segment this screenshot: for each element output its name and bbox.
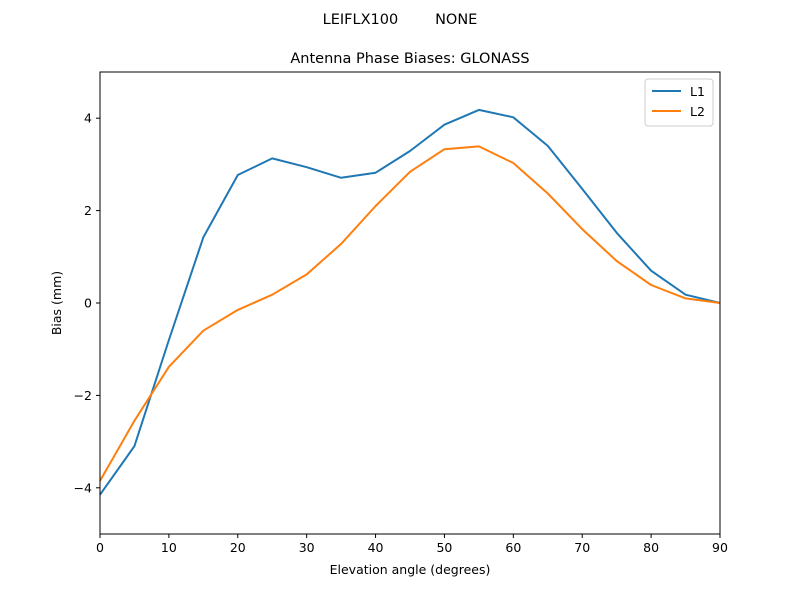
- y-tick-label-2: 2: [84, 203, 92, 218]
- x-tick-label-10: 10: [161, 540, 177, 555]
- x-tick-label-90: 90: [712, 540, 728, 555]
- x-tick-label-40: 40: [368, 540, 384, 555]
- legend: L1 L2: [644, 78, 714, 127]
- x-tick-label-0: 0: [96, 540, 104, 555]
- x-tick-label-70: 70: [574, 540, 590, 555]
- plot-area: 0 10 20 30 40 50 60 70 80 90 −4 −2 0 2 4: [74, 71, 728, 555]
- legend-label-l1: L1: [690, 84, 705, 99]
- y-axis-label: Bias (mm): [49, 271, 64, 335]
- x-axis-ticks: 0 10 20 30 40 50 60 70 80 90: [96, 534, 728, 555]
- y-tick-label-4: 4: [84, 111, 92, 126]
- chart-suptitle: LEIFLX100 NONE: [323, 12, 478, 28]
- series-line-l1: [99, 108, 721, 496]
- x-axis-label: Elevation angle (degrees): [330, 562, 491, 577]
- series-layer: [99, 108, 721, 496]
- x-tick-label-20: 20: [230, 540, 246, 555]
- y-tick-label-0: 0: [84, 296, 92, 311]
- plot-frame: [99, 71, 721, 535]
- chart-title: Antenna Phase Biases: GLONASS: [290, 51, 529, 67]
- y-tick-label--2: −2: [74, 388, 92, 403]
- x-tick-label-80: 80: [643, 540, 659, 555]
- legend-label-l2: L2: [690, 104, 705, 119]
- y-tick-label--4: −4: [74, 480, 92, 495]
- y-axis-ticks: −4 −2 0 2 4: [74, 111, 100, 495]
- x-tick-label-60: 60: [505, 540, 521, 555]
- x-tick-label-30: 30: [299, 540, 315, 555]
- series-line-l2: [99, 145, 721, 482]
- x-tick-label-50: 50: [436, 540, 452, 555]
